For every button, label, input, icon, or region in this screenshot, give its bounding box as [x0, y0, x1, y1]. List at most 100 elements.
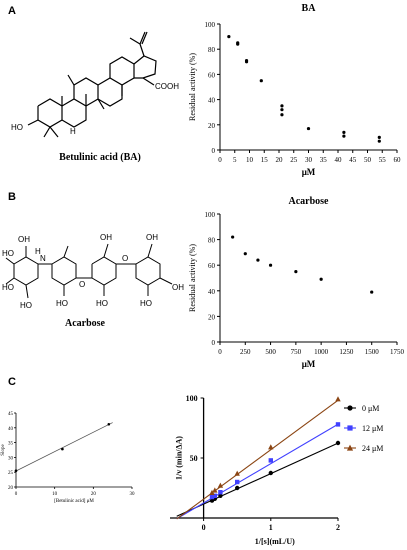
y-tick-label: 35	[8, 442, 14, 447]
data-point	[280, 108, 284, 112]
x-tick-label: 5	[233, 156, 237, 164]
y-tick-label: 40	[208, 97, 216, 105]
data-point	[370, 290, 374, 294]
x-tick-label: 0	[202, 523, 206, 532]
x-tick-label: 250	[240, 348, 251, 356]
y-tick-label: 80	[208, 46, 216, 54]
ba-carboxyl-label: COOH	[155, 82, 179, 91]
data-point	[218, 490, 223, 495]
data-point	[235, 479, 240, 485]
y-tick-label: 30	[8, 456, 14, 461]
y-tick-label: 20	[8, 486, 14, 491]
acarbose-ho-label-5: HO	[96, 299, 108, 308]
data-point	[335, 422, 341, 427]
data-point	[227, 35, 231, 39]
data-point	[14, 469, 18, 473]
data-point	[342, 134, 346, 138]
data-point	[212, 487, 218, 493]
acarbose-o-label-1: O	[79, 280, 85, 289]
ba-hydrogen-label: H	[70, 127, 76, 136]
data-point	[342, 130, 346, 134]
x-tick-label: 30	[130, 492, 136, 497]
x-tick-label: 30	[305, 156, 313, 164]
x-tick-label: 2	[336, 523, 340, 532]
data-point	[234, 470, 240, 476]
series-line	[176, 442, 339, 517]
panel-label-c: C	[8, 376, 16, 388]
data-point	[377, 135, 381, 139]
lineweaver-burk-chart: 50 100 0 1 2 1/[s](mL/U) 1/v (min/ΔA) 0 μM 12 μM…	[170, 394, 383, 546]
chart-title: Acarbose	[289, 196, 330, 207]
x-tick-label: 1250	[339, 348, 354, 356]
betulinic-acid-structure: HO COOH H	[11, 31, 179, 138]
data-point	[107, 422, 111, 426]
x-tick-label: 40	[335, 156, 343, 164]
acarbose-structure: OH HO HO HO N H HO O OH HO O OH HO OH	[2, 233, 184, 310]
y-tick-label: 0	[212, 339, 216, 347]
y-tick-label: 80	[208, 237, 216, 245]
series-line	[176, 423, 339, 520]
y-tick-label: 60	[208, 262, 216, 270]
y-axis-title: Slope	[1, 444, 6, 456]
legend-label: 24 μM	[362, 444, 383, 453]
acarbose-oh-label-3: OH	[146, 233, 158, 242]
data-point	[244, 58, 249, 63]
acarbose-ho-label-4: HO	[56, 299, 68, 308]
y-tick-label: 20	[208, 122, 216, 130]
x-axis-title: 1/[s](mL/U)	[255, 537, 295, 546]
acarbose-ho-label-3: HO	[20, 301, 32, 310]
x-tick-label: 20	[276, 156, 284, 164]
y-tick-label: 0	[212, 147, 216, 155]
data-point	[212, 493, 218, 498]
acarbose-ho-label-1: HO	[2, 249, 14, 258]
data-point	[306, 126, 311, 131]
x-tick-label: 1000	[314, 348, 329, 356]
data-point	[294, 270, 298, 274]
y-tick-label: 50	[190, 454, 198, 463]
x-tick-label: 50	[364, 156, 372, 164]
x-tick-label: 25	[290, 156, 298, 164]
betulinic-acid-caption: Betulinic acid (BA)	[59, 152, 141, 163]
secondary-plot-chart: 20 25 30 35 40 45 0 10 20 30 [Betulinic acid] μM Sl…	[1, 412, 136, 504]
y-axis-title: Residual activity (%)	[188, 53, 197, 121]
x-tick-label: 10	[246, 156, 254, 164]
data-point	[218, 493, 223, 498]
y-axis-title: Residual activity (%)	[188, 244, 197, 312]
legend-label: 0 μM	[362, 404, 379, 413]
y-axis-title: 1/v (min/ΔA)	[175, 436, 184, 480]
data-point	[243, 252, 247, 256]
legend-marker	[347, 405, 353, 411]
x-tick-label: 0	[218, 156, 222, 164]
acarbose-oh-label-1: OH	[18, 235, 30, 244]
data-point	[335, 396, 341, 402]
y-tick-label: 20	[208, 313, 216, 321]
legend-marker	[347, 425, 353, 431]
x-axis-title: μM	[302, 167, 316, 177]
data-point	[319, 277, 323, 281]
panel-label-a: A	[8, 5, 16, 17]
data-point	[377, 139, 381, 143]
acarbose-caption: Acarbose	[65, 318, 105, 329]
x-tick-label: 1750	[390, 348, 405, 356]
data-point	[236, 41, 240, 45]
y-tick-label: 100	[205, 211, 216, 219]
x-tick-label: 35	[320, 156, 328, 164]
data-point	[268, 263, 273, 267]
data-point	[231, 235, 235, 239]
data-point	[259, 79, 263, 83]
x-tick-label: 45	[349, 156, 357, 164]
x-tick-label: 0	[15, 492, 18, 497]
series-line	[176, 399, 339, 520]
y-tick-label: 60	[208, 71, 216, 79]
ba-inhibition-chart: BA 0 20 40 60 80 100 0 5 10 15 20 25 30 35 40 45 50 55 60 μM…	[188, 3, 401, 177]
chart-title: BA	[302, 3, 317, 14]
x-tick-label: 500	[265, 348, 276, 356]
data-point	[61, 447, 64, 451]
data-point	[280, 113, 284, 117]
x-tick-label: 0	[218, 348, 222, 356]
acarbose-ho-label-6: HO	[140, 299, 152, 308]
data-point	[256, 258, 260, 262]
data-point	[217, 482, 224, 488]
x-tick-label: 1	[269, 523, 273, 532]
x-tick-label: 1500	[365, 348, 380, 356]
